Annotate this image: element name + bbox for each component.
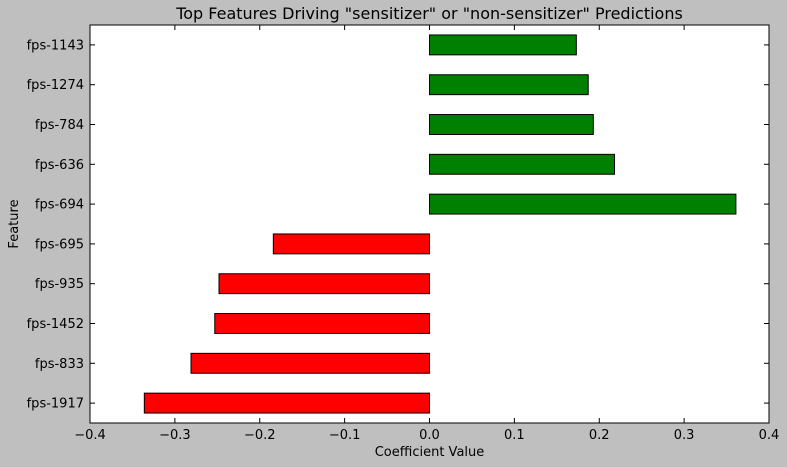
y-axis-label: Feature [7,199,22,248]
ticks-group: fps-1143 fps-1274 fps-784 fps-636 fps-694 fps… [27,25,780,443]
bar-fps-694 [429,193,737,215]
y-tick-label: fps-694 [35,198,84,213]
y-tick-label: fps-1143 [27,38,84,53]
x-tick-label: −0.1 [329,428,361,443]
x-tick-label: 0.2 [589,428,610,443]
bar-fps-833 [190,352,430,374]
x-tick-label: 0.3 [674,428,695,443]
bar-fps-1917 [143,392,430,414]
plot-frame [89,24,770,424]
y-tick-label: fps-784 [35,118,84,133]
bar-fps-784 [429,114,594,135]
x-tick-label: 0.1 [504,428,525,443]
bars-group [143,34,737,414]
bar-fps-1274 [429,74,589,96]
x-axis-label: Coefficient Value [375,445,485,460]
bar-fps-636 [429,153,616,175]
bar-fps-695 [272,233,430,255]
y-tick-label: fps-695 [35,237,84,252]
chart-title: Top Features Driving "sensitizer" or "no… [175,4,683,23]
x-tick-label: 0.0 [419,428,440,443]
x-tick-label: −0.4 [74,428,106,443]
bar-fps-1452 [214,313,430,334]
y-tick-label: fps-1452 [27,317,84,332]
bar-fps-935 [218,273,430,295]
y-tick-label: fps-1274 [27,78,84,93]
y-tick-label: fps-935 [35,277,84,292]
x-tick-label: 0.4 [759,428,780,443]
x-tick-label: −0.3 [159,428,191,443]
bar-fps-1143 [429,34,577,56]
y-tick-label: fps-833 [35,357,84,372]
y-tick-label: fps-636 [35,158,84,173]
y-tick-label: fps-1917 [27,397,84,412]
x-tick-label: −0.2 [244,428,276,443]
